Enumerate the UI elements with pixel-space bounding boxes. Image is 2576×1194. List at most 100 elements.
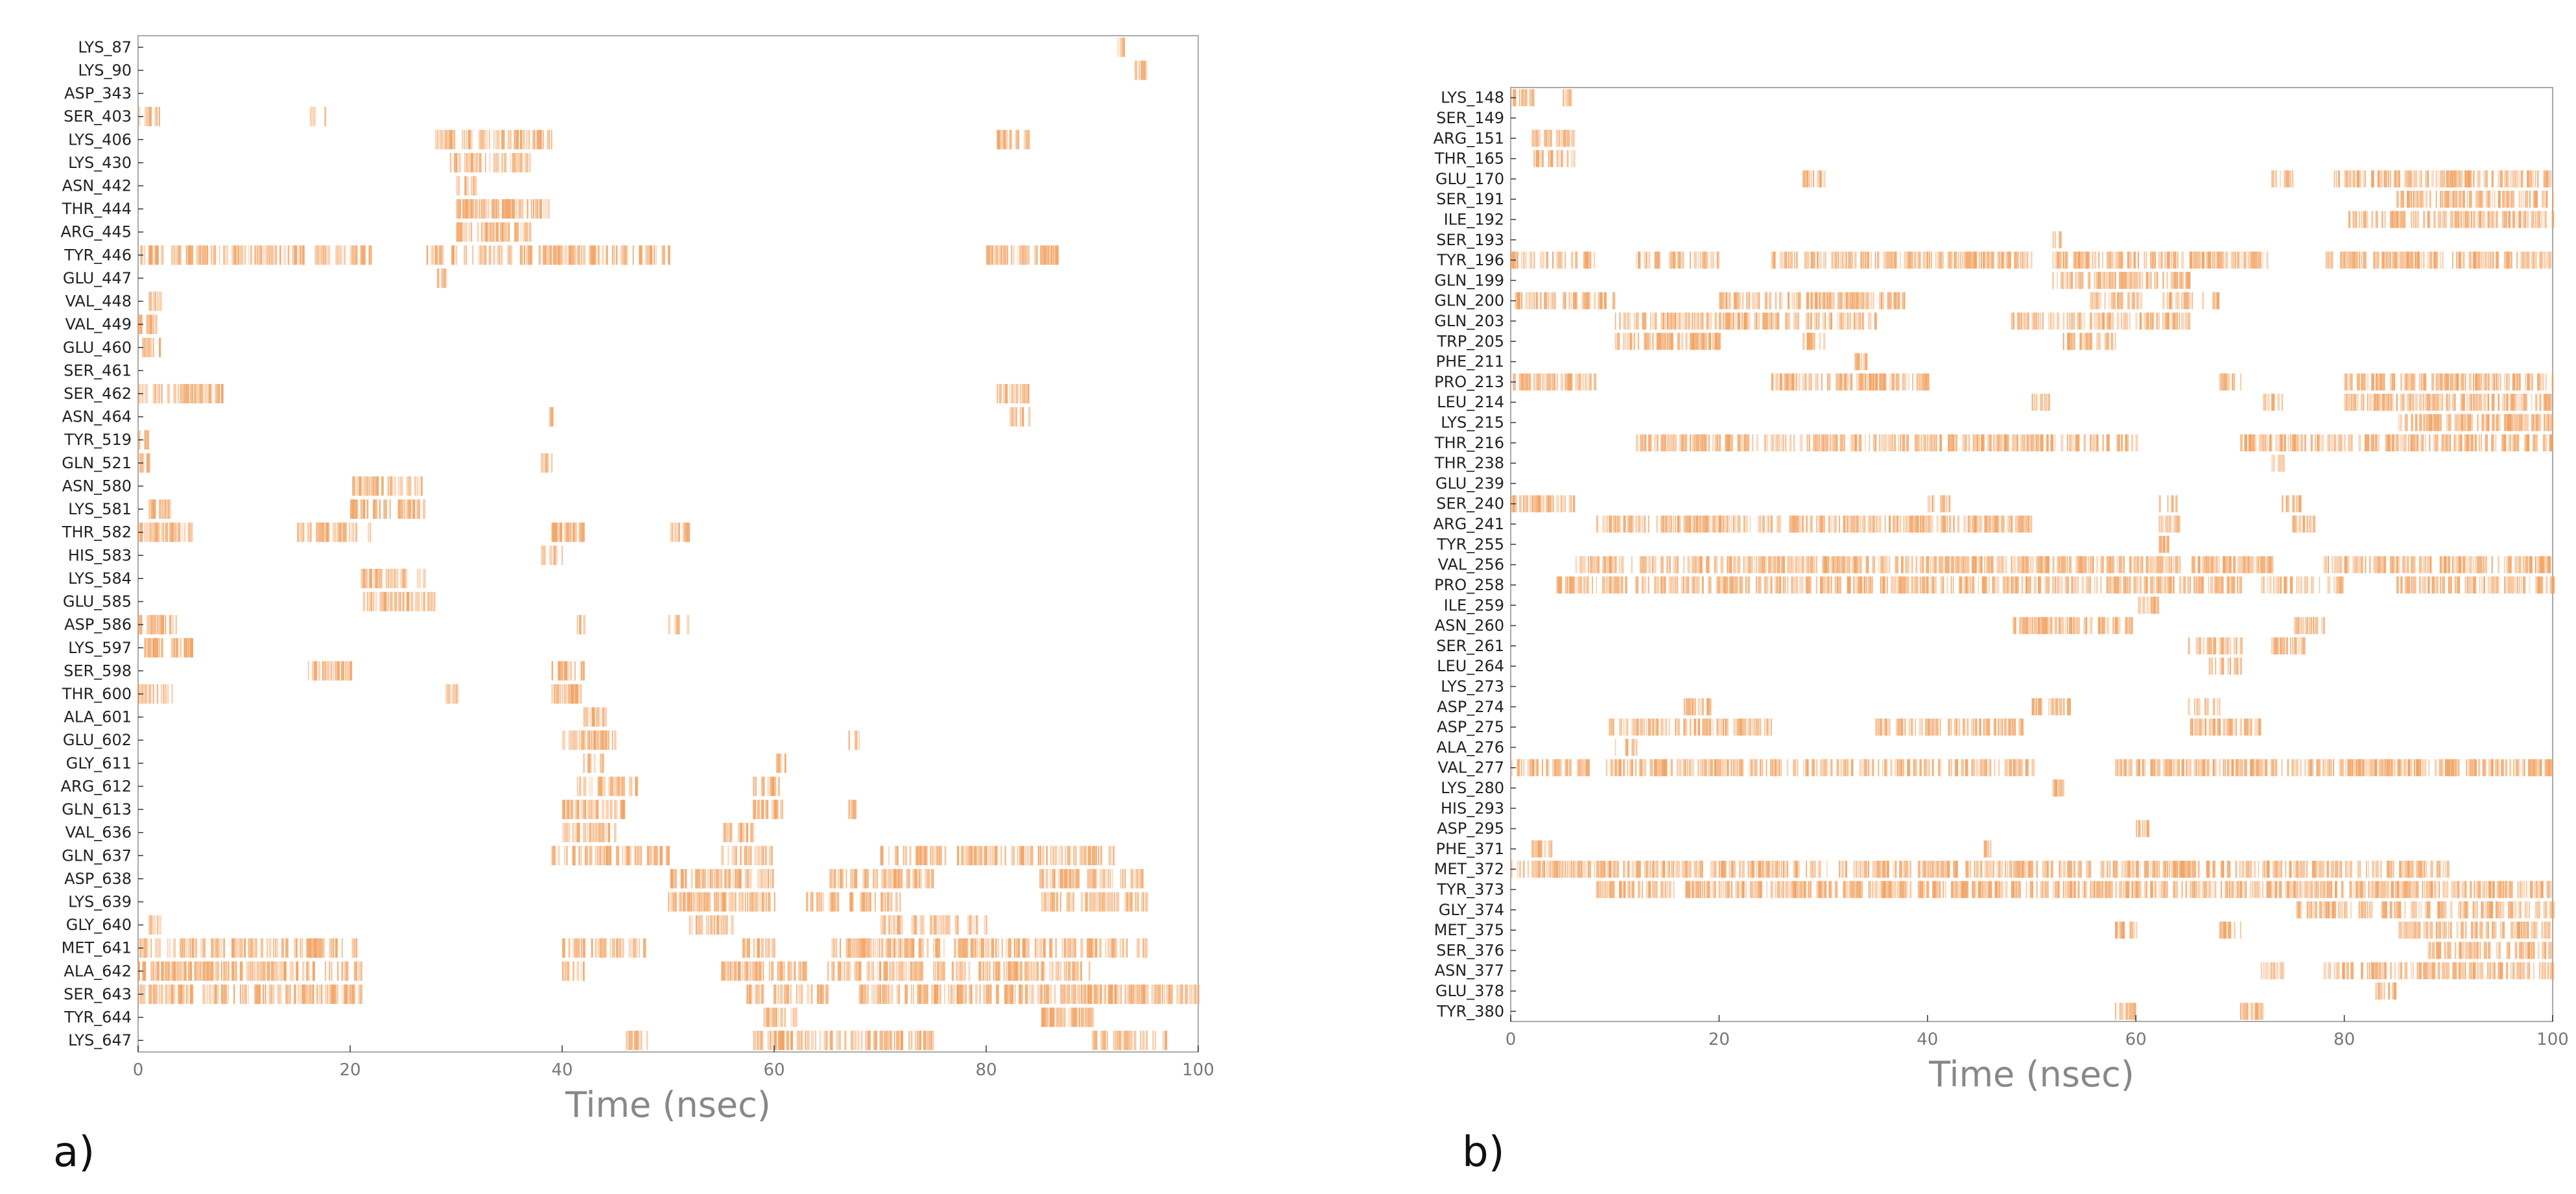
- interaction-bar: [1760, 719, 1762, 735]
- interaction-bar: [2471, 252, 2472, 269]
- interaction-bar: [583, 938, 585, 958]
- interaction-bar: [568, 684, 570, 704]
- interaction-bar: [2415, 577, 2416, 593]
- interaction-bar: [2337, 435, 2339, 451]
- interaction-bar: [2290, 435, 2291, 451]
- interaction-bar: [1775, 313, 1777, 329]
- interaction-bar: [225, 961, 227, 981]
- interaction-bar: [1030, 961, 1032, 981]
- interaction-bar: [1696, 516, 1697, 532]
- interaction-bar: [779, 961, 781, 981]
- interaction-bar: [200, 384, 202, 403]
- interaction-bar: [712, 869, 713, 889]
- interaction-bar: [981, 961, 983, 981]
- interaction-bar: [2183, 313, 2184, 329]
- interaction-bar: [2138, 556, 2139, 573]
- interaction-bar: [2346, 556, 2350, 573]
- interaction-bar: [579, 938, 580, 958]
- interaction-bar: [529, 222, 532, 242]
- interaction-bar: [2472, 435, 2474, 451]
- interaction-bar: [421, 592, 422, 612]
- interaction-bar: [1056, 892, 1058, 912]
- interaction-bar: [458, 222, 461, 242]
- interaction-bar: [1942, 496, 1945, 512]
- interaction-bar: [1089, 869, 1091, 889]
- interaction-bar: [1968, 252, 1971, 269]
- interaction-bar: [2552, 374, 2554, 390]
- interaction-bar: [2475, 556, 2477, 573]
- interaction-bar: [890, 1031, 893, 1050]
- interaction-bar: [1569, 293, 1570, 309]
- interaction-bar: [579, 823, 580, 842]
- interaction-bar: [1013, 407, 1015, 427]
- interaction-bar: [2040, 394, 2043, 411]
- interaction-bar: [504, 153, 507, 173]
- interaction-bar: [930, 915, 932, 935]
- interaction-bar: [2340, 577, 2342, 593]
- interaction-bar: [562, 684, 563, 704]
- interaction-bar: [2516, 435, 2520, 451]
- interaction-bar: [731, 915, 734, 935]
- interaction-bar: [477, 199, 479, 219]
- interaction-bar: [1980, 516, 1983, 532]
- interaction-bar: [242, 938, 243, 958]
- interaction-bar: [2332, 556, 2333, 573]
- interaction-bar: [414, 477, 416, 496]
- interaction-bar: [2492, 191, 2493, 208]
- interval-THR_600-1: [445, 684, 458, 704]
- interaction-bar: [2361, 394, 2362, 411]
- interaction-bar: [1974, 556, 1977, 573]
- interaction-bar: [961, 846, 963, 865]
- interaction-bar: [855, 800, 857, 819]
- interaction-bar: [2090, 313, 2092, 329]
- interaction-bar: [1791, 556, 1794, 573]
- interaction-bar: [1712, 435, 1714, 451]
- interaction-bar: [1850, 252, 1853, 269]
- interaction-bar: [768, 892, 770, 912]
- interaction-bar: [2483, 577, 2485, 593]
- interaction-bar: [2413, 374, 2415, 390]
- interaction-bar: [668, 615, 670, 634]
- interaction-bar: [2177, 313, 2178, 329]
- interaction-bar: [999, 384, 1002, 403]
- interaction-bar: [188, 961, 190, 981]
- interaction-bar: [1769, 293, 1771, 309]
- interaction-bar: [785, 1008, 786, 1027]
- interaction-bar: [2212, 556, 2214, 573]
- interaction-bar: [2160, 252, 2163, 269]
- interaction-bar: [441, 130, 443, 149]
- interaction-bar: [2109, 435, 2110, 451]
- y-tick-label: LYS_430: [68, 154, 132, 172]
- interaction-bar: [2077, 577, 2079, 593]
- interaction-bar: [2062, 313, 2064, 329]
- interaction-bar: [1613, 293, 1615, 309]
- interaction-bar: [1770, 577, 1772, 593]
- interaction-bar: [516, 199, 517, 219]
- interaction-bar: [2121, 313, 2122, 329]
- interaction-bar: [1808, 313, 1809, 329]
- interaction-bar: [2063, 252, 2064, 269]
- interaction-bar: [2223, 252, 2224, 269]
- interaction-bar: [169, 938, 171, 958]
- interaction-bar: [573, 730, 574, 750]
- interaction-bar: [1786, 252, 1787, 269]
- interaction-bar: [2288, 171, 2291, 187]
- interaction-bar: [2119, 577, 2121, 593]
- interaction-bar: [2479, 435, 2480, 451]
- interaction-bar: [1796, 374, 1797, 390]
- interaction-bar: [2332, 252, 2333, 269]
- interaction-bar: [423, 499, 425, 519]
- interaction-bar: [2247, 556, 2249, 573]
- interaction-bar: [1039, 985, 1041, 1004]
- interaction-bar: [2234, 638, 2235, 654]
- interaction-bar: [2053, 252, 2054, 269]
- interaction-bar: [2504, 374, 2505, 390]
- interaction-bar: [687, 523, 690, 542]
- interaction-bar: [2381, 171, 2383, 187]
- interaction-bar: [1842, 374, 1843, 390]
- interaction-bar: [2269, 435, 2272, 451]
- interaction-bar: [1064, 938, 1066, 958]
- interaction-bar: [763, 777, 764, 796]
- interaction-bar: [1756, 313, 1757, 329]
- interaction-bar: [1743, 556, 1745, 573]
